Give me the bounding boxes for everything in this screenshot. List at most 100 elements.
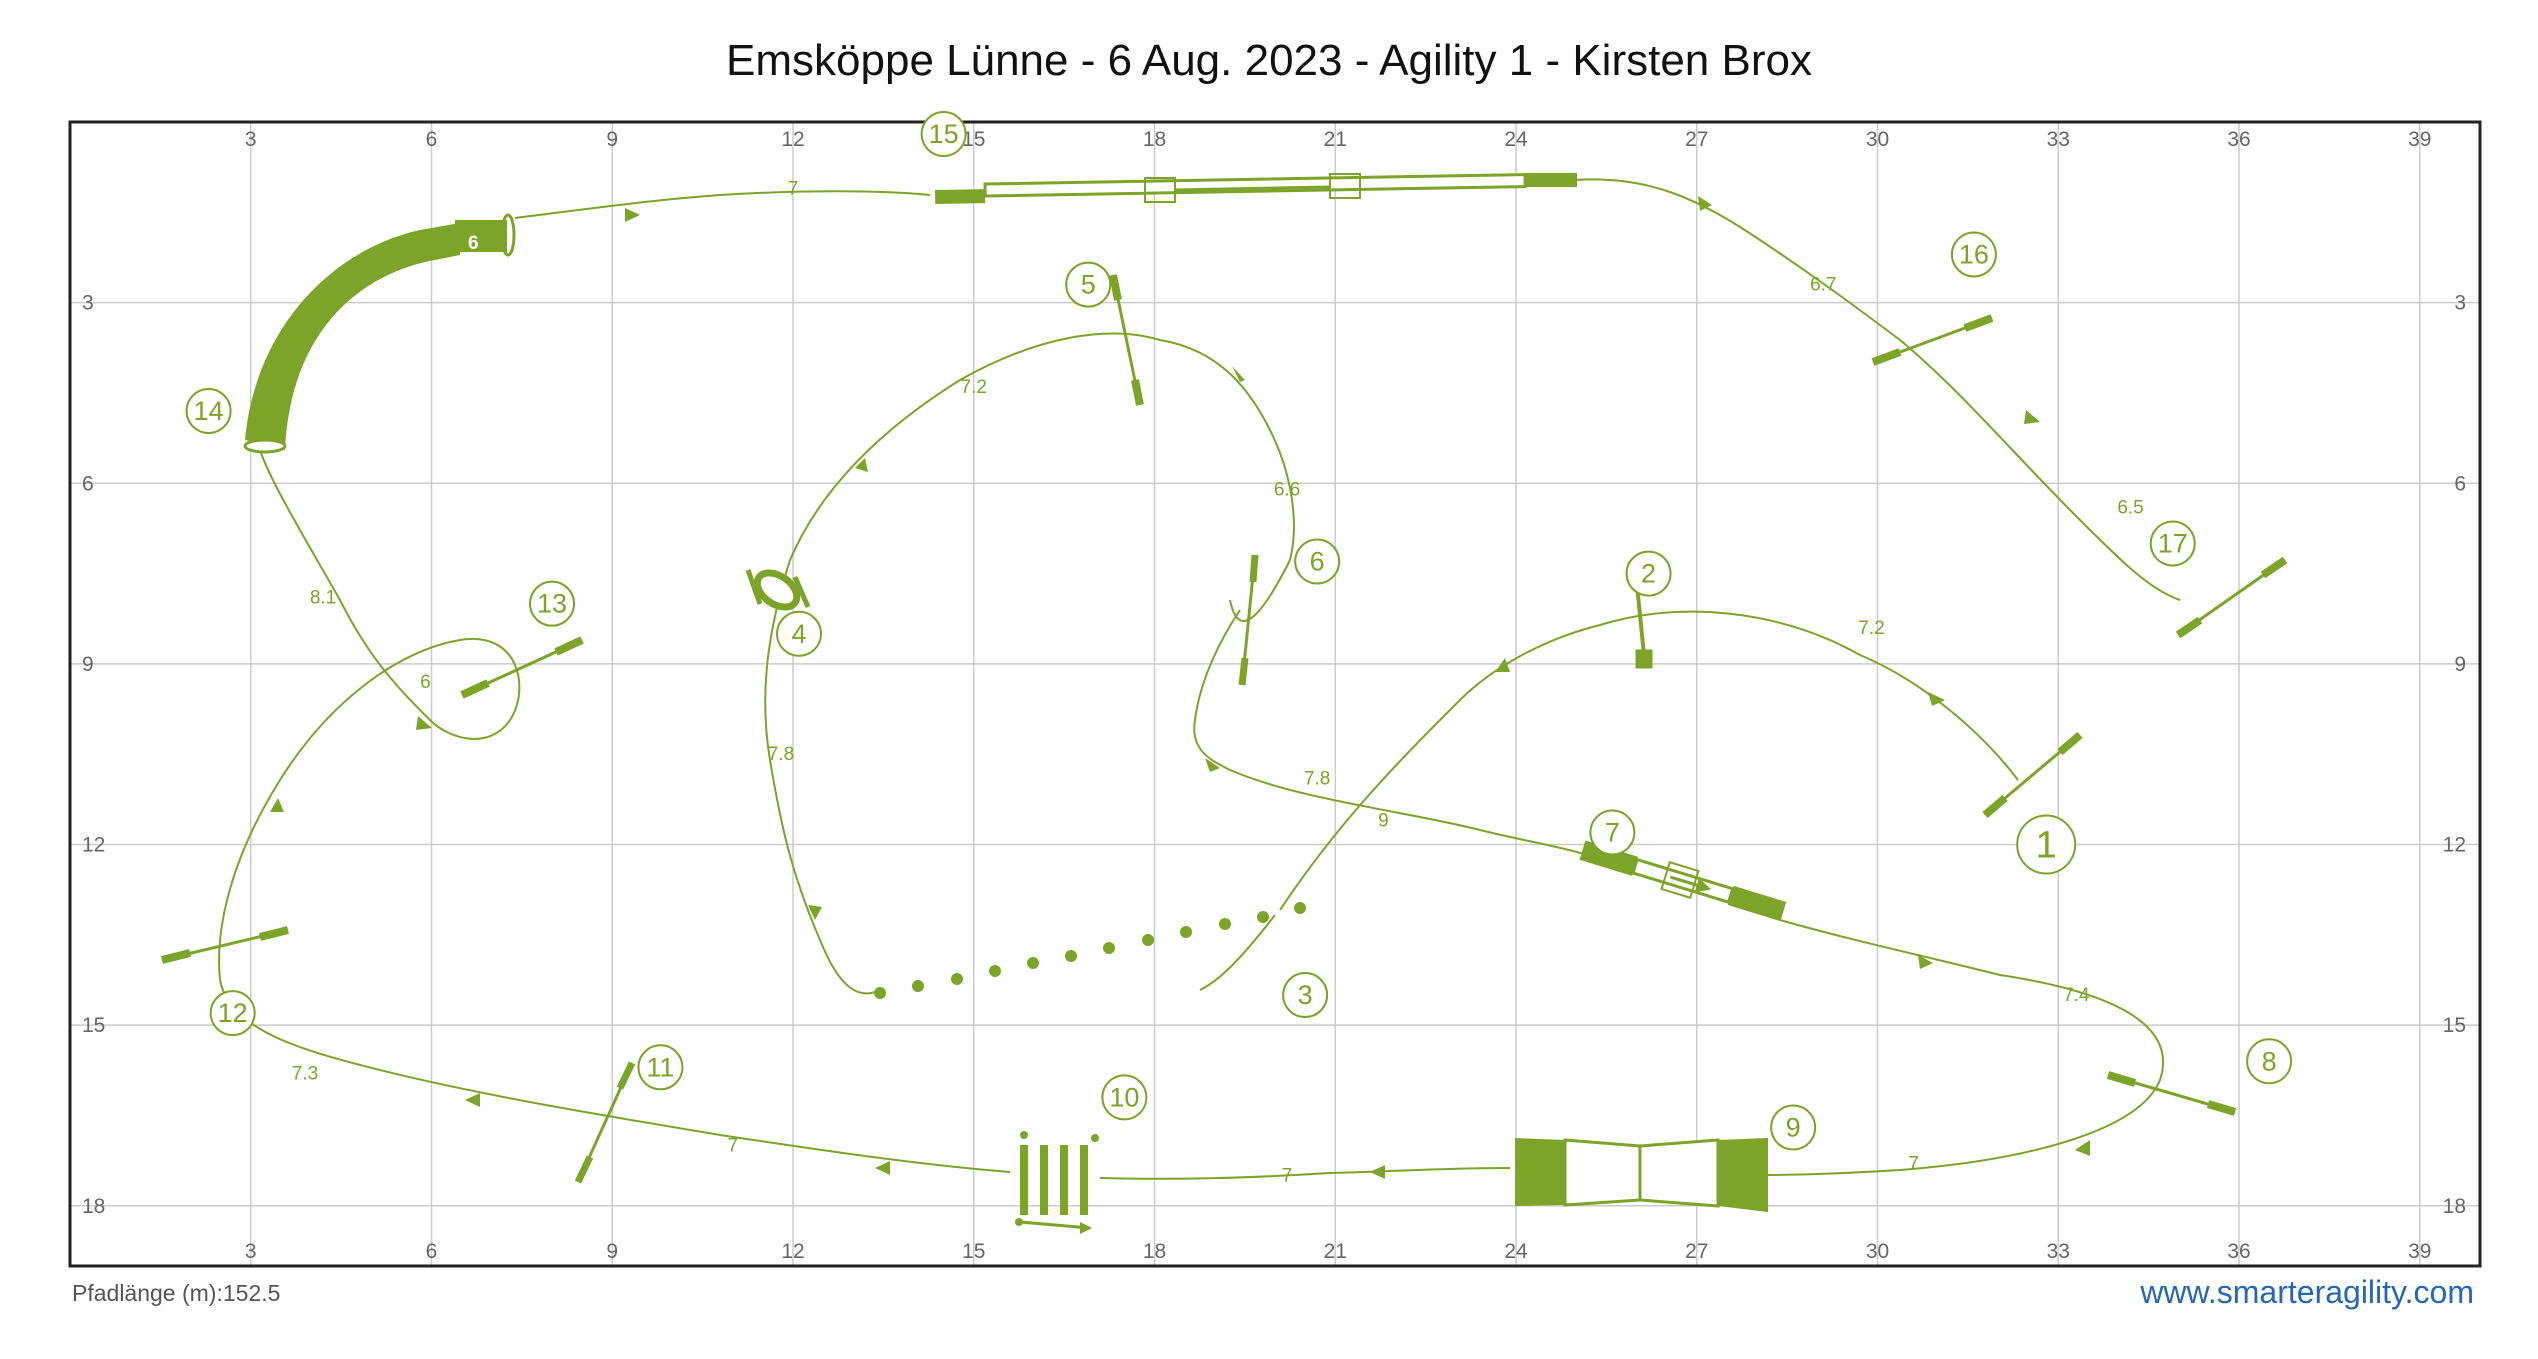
direction-arrows <box>270 196 2090 1179</box>
number-circle <box>1282 972 1329 1019</box>
distance-label: 6 <box>420 672 431 693</box>
obstacle-number-11: 11 <box>637 1044 684 1091</box>
x-tick-label: 3 <box>245 128 257 151</box>
obstacle-number-5: 5 <box>1065 261 1112 308</box>
number-circle <box>1589 809 1636 856</box>
obstacle-4-tire <box>745 569 811 611</box>
x-tick-label: 18 <box>1143 1240 1166 1263</box>
obstacle-13-hurdle <box>460 636 584 699</box>
obstacle-17-hurdle <box>2175 556 2288 639</box>
obstacle-11-hurdle <box>574 1061 636 1184</box>
number-text: 9 <box>1786 1113 1801 1143</box>
distance-label: 6.7 <box>1810 275 1836 296</box>
obstacle-number-16: 16 <box>1950 231 1997 278</box>
number-text: 1 <box>2036 825 2057 867</box>
obstacle-9-a-frame <box>1515 1138 1768 1212</box>
number-circle <box>209 990 256 1037</box>
obstacle-number-3: 3 <box>1282 972 1329 1019</box>
x-tick-label: 9 <box>606 128 618 151</box>
number-text: 4 <box>792 619 807 649</box>
number-circle <box>1101 1074 1148 1121</box>
number-circle <box>1065 261 1112 308</box>
distance-label: 7.8 <box>1304 768 1330 789</box>
number-text: 8 <box>2262 1046 2277 1076</box>
x-tick-label: 18 <box>1143 128 1166 151</box>
x-tick-label: 36 <box>2227 128 2250 151</box>
obstacle-number-17: 17 <box>2149 520 2196 567</box>
x-tick-label: 12 <box>781 1240 804 1263</box>
number-circle <box>2246 1038 2293 1085</box>
number-circle <box>637 1044 684 1091</box>
y-tick-label: 12 <box>2443 834 2466 857</box>
distance-labels: 7.2 7.8 7.8 7.2 6.6 9 7.4 7 7 7 7.3 6 8.1 7 6.7 6.5 <box>292 178 2144 1186</box>
x-tick-label: 27 <box>1685 128 1708 151</box>
obstacle-number-7: 7 <box>1589 809 1636 856</box>
number-circle <box>185 388 232 435</box>
x-tick-label: 21 <box>1324 1240 1347 1263</box>
y-tick-label: 9 <box>82 653 94 676</box>
number-text: 11 <box>646 1052 674 1082</box>
distance-label: 7.2 <box>961 377 987 398</box>
distance-label: 7 <box>1908 1154 1919 1175</box>
distance-label: 8.1 <box>310 588 336 609</box>
x-tick-label: 21 <box>1324 128 1347 151</box>
path-length-prefix: Pfadlänge (m): <box>72 1280 223 1306</box>
number-text: 16 <box>1959 239 1989 269</box>
obstacle-number-2: 2 <box>1625 550 1672 597</box>
number-text: 14 <box>194 396 224 426</box>
y-tick-label: 3 <box>82 292 94 315</box>
number-circle <box>1950 231 1997 278</box>
tunnel-label: 6 <box>468 233 479 254</box>
number-text: 10 <box>1109 1082 1139 1112</box>
y-tick-label: 12 <box>82 834 105 857</box>
y-tick-label: 6 <box>82 472 94 495</box>
distance-label: 7.8 <box>768 744 794 765</box>
distance-label: 7 <box>727 1136 738 1157</box>
course-title: Emsköppe Lünne - 6 Aug. 2023 - Agility 1… <box>726 36 1812 85</box>
obstacle-number-12: 12 <box>209 990 256 1037</box>
distance-label: 7 <box>1282 1166 1293 1187</box>
number-circle <box>1770 1104 1817 1151</box>
number-text: 5 <box>1081 270 1096 300</box>
obstacle-16-hurdle <box>1871 314 1994 366</box>
x-tick-label: 39 <box>2408 1240 2431 1263</box>
number-text: 12 <box>218 998 248 1028</box>
axis-tick-labels: 3366991212151518182121242427273030333336… <box>82 128 2466 1263</box>
x-tick-label: 6 <box>426 1240 438 1263</box>
number-circle <box>920 111 967 158</box>
obstacle-6-hurdle <box>1238 554 1259 686</box>
grid-lines <box>70 122 2480 1266</box>
path-length-label: Pfadlänge (m):152.5 <box>72 1280 280 1307</box>
distance-label: 9 <box>1378 810 1389 831</box>
obstacle-number-15: 15 <box>920 111 967 158</box>
x-tick-label: 30 <box>1866 128 1889 151</box>
x-tick-label: 36 <box>2227 1240 2250 1263</box>
number-text: 6 <box>1310 547 1325 577</box>
obstacle-3-weave-poles <box>874 902 1306 999</box>
obstacle-number-10: 10 <box>1101 1074 1148 1121</box>
path-length-value: 152.5 <box>222 1280 281 1306</box>
number-text: 17 <box>2158 528 2188 558</box>
x-tick-label: 33 <box>2047 128 2070 151</box>
obstacle-number-9: 9 <box>1770 1104 1817 1151</box>
number-circle <box>776 610 823 657</box>
y-tick-label: 18 <box>82 1195 105 1218</box>
obstacle-8-hurdle <box>2106 1071 2237 1116</box>
website-link[interactable]: www.smarteragility.com <box>2140 1274 2474 1310</box>
x-tick-label: 15 <box>962 1240 985 1263</box>
y-tick-label: 3 <box>2454 292 2466 315</box>
obstacle-10-long-jump <box>1015 1131 1099 1234</box>
x-tick-label: 6 <box>426 128 438 151</box>
distance-label: 7.4 <box>2063 985 2090 1006</box>
distance-label: 6.6 <box>1274 479 1300 500</box>
course-path <box>218 178 2181 1180</box>
obstacle-number-4: 4 <box>776 610 823 657</box>
obstacle-1-hurdle <box>1982 731 2083 819</box>
obstacle-5-hurdle <box>1109 274 1144 406</box>
x-tick-label: 27 <box>1685 1240 1708 1263</box>
number-circle <box>2149 520 2196 567</box>
number-text: 2 <box>1641 559 1656 589</box>
number-text: 15 <box>929 119 959 149</box>
